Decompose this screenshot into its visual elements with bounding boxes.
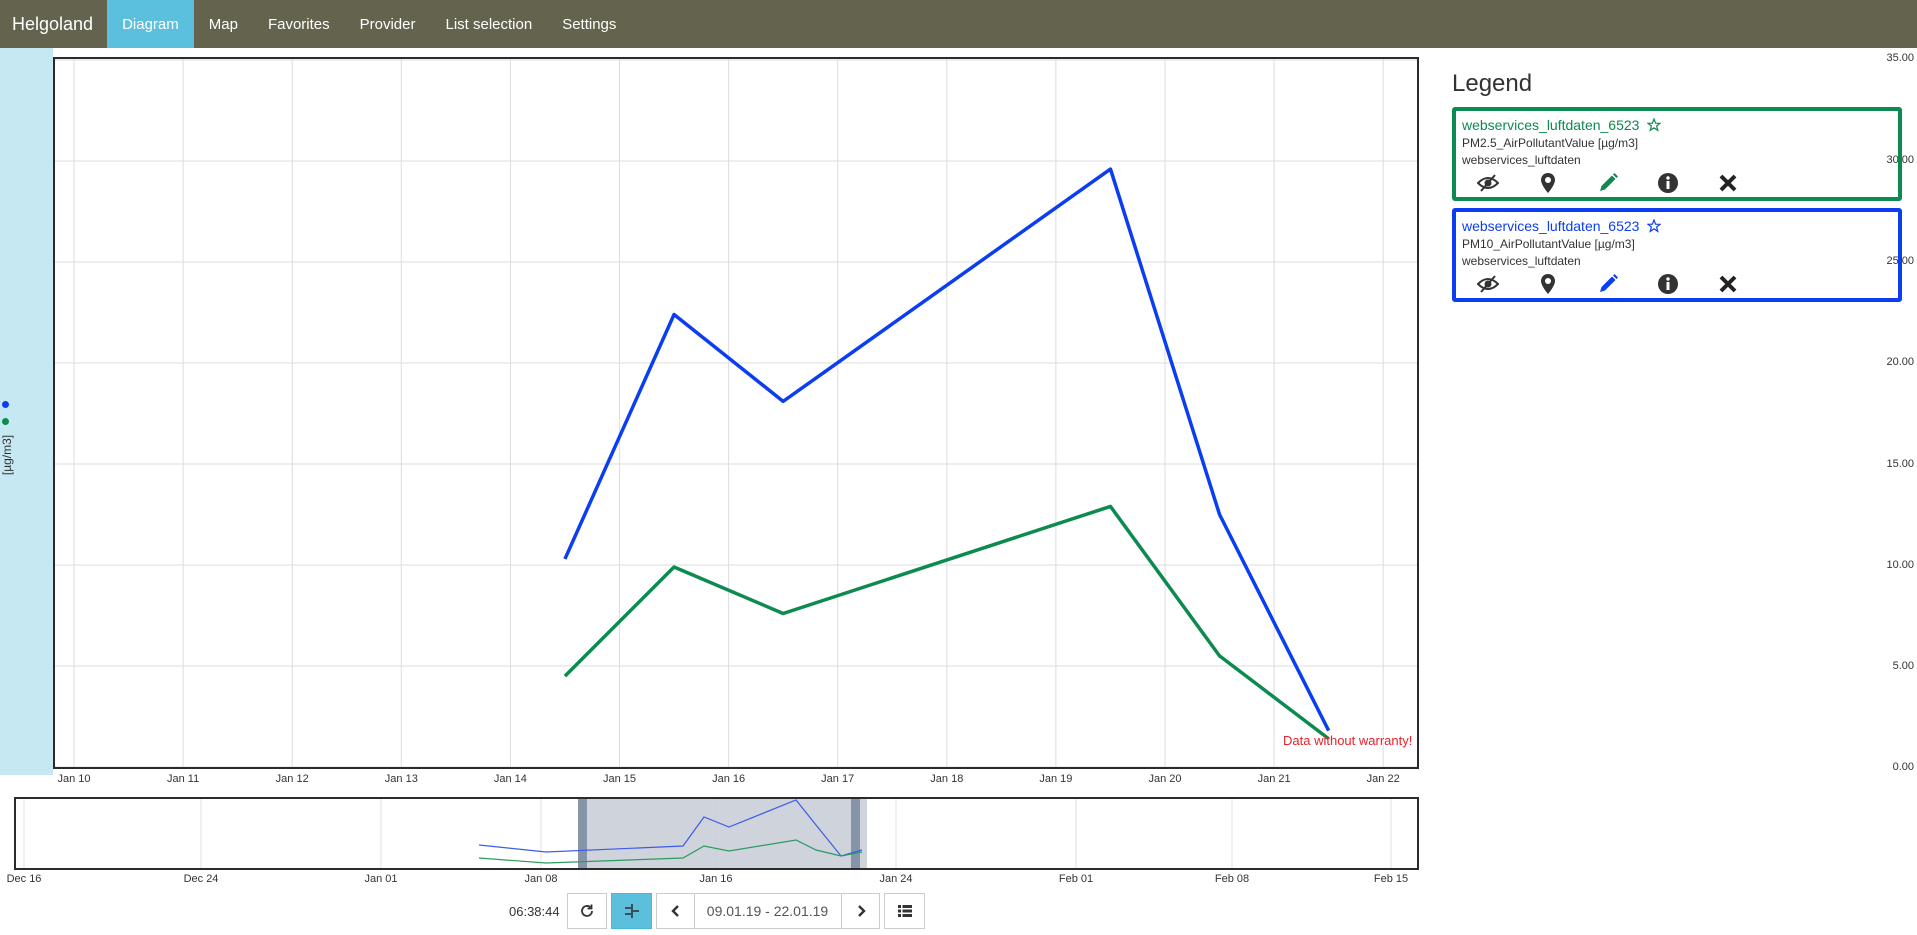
overview-tick-label: Jan 08 — [524, 873, 558, 885]
legend-entry-pm10[interactable]: webservices_luftdaten_6523 PM10_AirPollu… — [1452, 208, 1902, 302]
time-zoom-icon — [624, 904, 639, 918]
chevron-left-icon — [670, 905, 679, 917]
x-tick-label: Jan 14 — [493, 773, 527, 785]
overview-tick-label: Jan 24 — [879, 873, 913, 885]
y-axis-panel[interactable] — [0, 48, 53, 775]
nav-favorites[interactable]: Favorites — [267, 15, 330, 33]
entry-title: webservices_luftdaten_6523 — [1462, 218, 1640, 234]
x-tick-label: Jan 17 — [821, 773, 855, 785]
x-tick-label: Jan 20 — [1148, 773, 1182, 785]
x-tick-label: Jan 11 — [166, 773, 200, 785]
navbar: Helgoland Diagram Map Favorites Provider… — [0, 0, 1917, 48]
nav-provider[interactable]: Provider — [359, 15, 416, 33]
overview-tick-label: Feb 08 — [1214, 873, 1250, 885]
info-icon[interactable] — [1656, 272, 1680, 296]
location-marker-icon[interactable] — [1536, 272, 1560, 296]
y-tick-label: 5.00 — [1892, 660, 1914, 672]
location-marker-icon[interactable] — [1536, 171, 1560, 195]
edit-pencil-icon[interactable] — [1596, 171, 1620, 195]
legend-title: Legend — [1452, 70, 1533, 97]
series-dot-pm25[interactable] — [2, 418, 9, 425]
edit-pencil-icon[interactable] — [1596, 272, 1620, 296]
x-tick-label: Jan 16 — [712, 773, 746, 785]
entry-provider: webservices_luftdaten — [1462, 254, 1581, 268]
x-tick-label: Jan 13 — [384, 773, 418, 785]
overview-tick-label: Feb 01 — [1058, 873, 1094, 885]
chart-plot-area — [55, 59, 1417, 767]
nav-settings[interactable]: Settings — [562, 15, 617, 33]
entry-phenomenon: PM2.5_AirPollutantValue [µg/m3] — [1462, 136, 1639, 150]
refresh-icon — [581, 904, 593, 917]
overview-series-pm25 — [478, 839, 863, 864]
visibility-toggle-icon[interactable] — [1476, 272, 1500, 296]
prev-period-button[interactable] — [656, 893, 695, 929]
chevron-right-icon — [857, 905, 866, 917]
brand[interactable]: Helgoland — [12, 13, 94, 34]
series-line-pm10[interactable] — [563, 167, 1331, 732]
overview-series-pm10 — [478, 799, 863, 857]
overview-selection[interactable] — [581, 799, 867, 868]
list-icon — [897, 905, 912, 917]
x-tick-label: Jan 22 — [1366, 773, 1400, 785]
overview-handle-right[interactable] — [851, 799, 860, 868]
visibility-toggle-icon[interactable] — [1476, 171, 1500, 195]
main-chart[interactable] — [53, 57, 1419, 769]
y-tick-label: 35.00 — [1886, 52, 1914, 64]
legend-entry-pm25[interactable]: webservices_luftdaten_6523 PM2.5_AirPoll… — [1452, 107, 1902, 201]
remove-close-icon[interactable] — [1716, 171, 1740, 195]
presets-button[interactable] — [884, 893, 925, 929]
x-tick-label: Jan 19 — [1039, 773, 1073, 785]
entry-provider: webservices_luftdaten — [1462, 153, 1581, 167]
nav-list-selection[interactable]: List selection — [445, 15, 533, 33]
overview-handle-left[interactable] — [578, 799, 587, 868]
entry-phenomenon: PM10_AirPollutantValue [µg/m3] — [1462, 237, 1635, 251]
current-time: 06:38:44 — [509, 904, 560, 919]
time-range[interactable]: 09.01.19 - 22.01.19 — [694, 893, 841, 929]
y-tick-label: 15.00 — [1886, 458, 1914, 470]
info-icon[interactable] — [1656, 171, 1680, 195]
refresh-button[interactable] — [567, 893, 607, 929]
nav-map[interactable]: Map — [208, 15, 238, 33]
y-axis-unit: [µg/m3] — [0, 434, 14, 476]
nav-diagram[interactable]: Diagram — [107, 0, 194, 48]
zoom-time-button[interactable] — [611, 893, 652, 929]
remove-close-icon[interactable] — [1716, 272, 1740, 296]
x-tick-label: Jan 12 — [275, 773, 309, 785]
y-tick-label: 10.00 — [1886, 559, 1914, 571]
overview-tick-label: Dec 16 — [6, 873, 42, 885]
warranty-note: Data without warranty! — [1283, 733, 1413, 748]
y-tick-label: 0.00 — [1892, 761, 1914, 773]
overview-tick-label: Jan 01 — [364, 873, 398, 885]
favorite-star-icon[interactable] — [1647, 118, 1662, 132]
x-tick-label: Jan 18 — [930, 773, 964, 785]
overview-tick-label: Jan 16 — [699, 873, 733, 885]
entry-title: webservices_luftdaten_6523 — [1462, 117, 1640, 133]
x-tick-label: Jan 10 — [57, 773, 91, 785]
x-tick-label: Jan 21 — [1257, 773, 1291, 785]
series-line-pm25[interactable] — [563, 504, 1330, 741]
series-dot-pm10[interactable] — [2, 401, 9, 408]
x-tick-label: Jan 15 — [602, 773, 637, 785]
next-period-button[interactable] — [841, 893, 880, 929]
favorite-star-icon[interactable] — [1647, 219, 1662, 233]
overview-plot — [23, 799, 1392, 868]
overview-chart[interactable] — [14, 797, 1419, 870]
y-tick-label: 20.00 — [1886, 356, 1914, 368]
overview-tick-label: Feb 15 — [1373, 873, 1409, 885]
overview-tick-label: Dec 24 — [183, 873, 219, 885]
